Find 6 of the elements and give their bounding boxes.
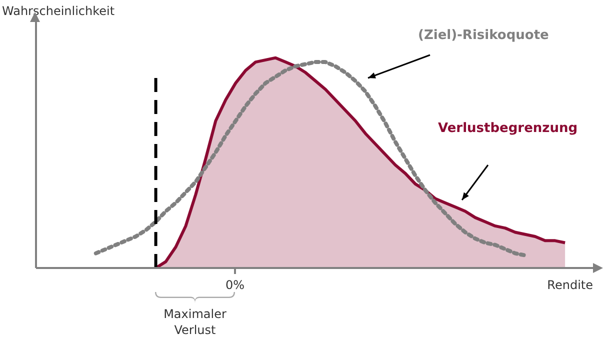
text: Maximaler Verlust [162, 306, 228, 338]
text: (Ziel)-Risikoquote [418, 28, 549, 43]
text: 0% [224, 278, 246, 292]
x-axis-title: Rendite [547, 278, 593, 292]
y-axis-title: Wahrscheinlichkeit [2, 4, 115, 18]
text: Verlustbegrenzung [438, 121, 578, 136]
